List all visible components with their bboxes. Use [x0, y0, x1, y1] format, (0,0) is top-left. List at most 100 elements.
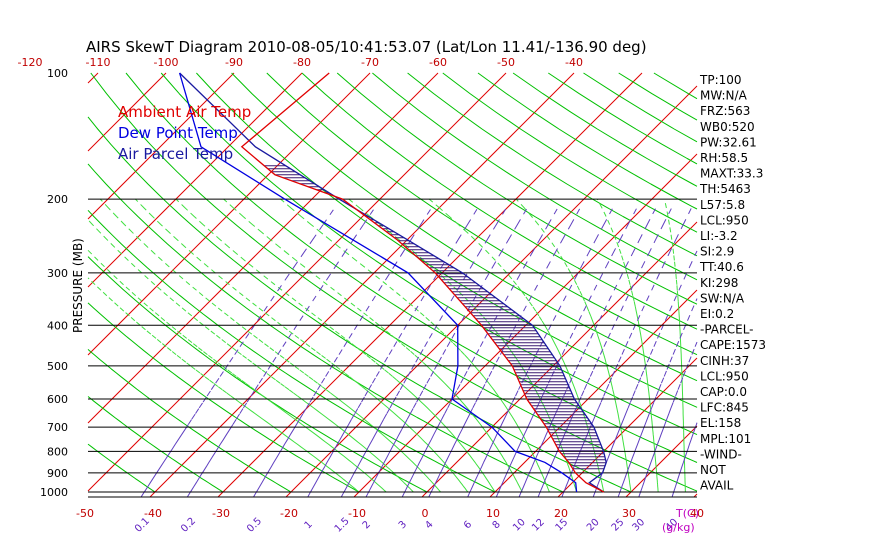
moist-adiabat-line [664, 198, 686, 493]
dry-adiabat-line [87, 209, 496, 493]
stat-line: TH:5463 [699, 182, 751, 196]
mixing-ratio-label: 10 [511, 517, 528, 534]
pressure-tick-label: 300 [47, 267, 68, 280]
pressure-tick-label: 900 [47, 467, 68, 480]
dry-adiabat-line [442, 72, 698, 233]
dry-adiabat-line [87, 396, 224, 493]
dry-adiabat-line [301, 72, 698, 330]
mixing-ratio-label: 1 [303, 519, 315, 531]
dry-adiabat-line [548, 72, 698, 165]
pressure-tick-label: 200 [47, 193, 68, 206]
chart-title: AIRS SkewT Diagram 2010-08-05/10:41:53.0… [86, 38, 647, 56]
moist-adiabat-line [135, 198, 469, 493]
bottom-tick-label: -20 [280, 507, 298, 520]
bottom-tick-label: -50 [76, 507, 94, 520]
dry-adiabat-line [618, 72, 698, 121]
parcel-temp-line [179, 72, 607, 493]
bottom-tick-label: 0 [422, 507, 429, 520]
bottom-tick-label: 30 [622, 507, 636, 520]
y-axis-label: PRESSURE (MB) [71, 238, 85, 333]
isotherm-line [625, 425, 698, 498]
bottom-tick-label: -40 [144, 507, 162, 520]
dry-adiabat-line [336, 72, 698, 305]
isotherm-line [87, 72, 99, 84]
isotherm-line [489, 289, 698, 498]
top-tick-label: -80 [293, 56, 311, 69]
moist-adiabat-line [99, 198, 441, 493]
mixing-ratio-label: 3 [397, 519, 409, 531]
bottom-tick-label: -30 [212, 507, 230, 520]
legend-dewpoint: Dew Point Temp [118, 124, 238, 142]
isotherm-line [87, 72, 167, 152]
top-tick-label: -110 [86, 56, 111, 69]
isotherm-line [87, 72, 235, 220]
stat-line: EL:158 [700, 416, 741, 430]
legend: Ambient Air Temp Dew Point Temp Air Parc… [118, 103, 251, 163]
stat-line: TT:40.6 [699, 260, 744, 274]
moist-adiabat-line [87, 277, 360, 493]
stat-line: SW:N/A [700, 291, 745, 305]
mixing-ratio-label: 6 [462, 519, 474, 531]
ambient-temp-line [240, 72, 605, 493]
top-tick-label: -100 [154, 56, 179, 69]
stat-line: LI:-3.2 [700, 229, 738, 243]
pressure-tick-label: 800 [47, 445, 68, 458]
bottom-tick-label: -10 [348, 507, 366, 520]
dry-adiabat-line [87, 302, 360, 493]
dry-adiabat-line [477, 72, 698, 210]
isotherm-line [87, 72, 303, 288]
stat-line: RH:58.5 [700, 151, 748, 165]
mixing-ratio-line [307, 207, 479, 498]
dry-adiabat-line [653, 72, 698, 100]
isotherm-line [285, 85, 698, 498]
dry-adiabat-line [407, 72, 698, 257]
mixing-ratio-line [140, 207, 336, 498]
top-tick-label: -90 [225, 56, 243, 69]
cape-hatching [264, 165, 607, 470]
bottom-unit-label: T(C) [675, 507, 699, 520]
pressure-tick-label: 100 [47, 67, 68, 80]
moist-adiabat-line [87, 219, 414, 493]
mixing-ratio-label: 2 [361, 519, 373, 531]
pressure-ticks: 100 200 300 400 500 600 700 800 900 1000 [40, 67, 68, 499]
dry-adiabat-line [87, 349, 292, 493]
profile-lines [178, 72, 607, 493]
stat-line: FRZ:563 [700, 104, 750, 118]
moist-adiabat-line [87, 249, 387, 493]
mixing-ratio-label: 12 [530, 517, 547, 534]
isotherm-line [217, 72, 643, 498]
top-tick-label: -50 [497, 56, 515, 69]
top-tick-label: -70 [361, 56, 379, 69]
stat-line: MPL:101 [700, 432, 751, 446]
top-tick-label: -60 [429, 56, 447, 69]
stat-line: NOT [700, 463, 726, 477]
stat-line: CINH:37 [700, 354, 749, 368]
top-tick-label: -120 [18, 56, 43, 69]
stat-line: KI:298 [700, 276, 738, 290]
isotherm-line [87, 72, 507, 492]
dry-adiabat-line [372, 72, 698, 281]
legend-ambient: Ambient Air Temp [118, 103, 251, 121]
bottom-tick-label: 40 [690, 507, 704, 520]
stat-line: LFC:845 [700, 401, 749, 415]
dry-adiabat-line [231, 72, 698, 382]
bottom-tick-label: 10 [486, 507, 500, 520]
mixing-ratio-line [186, 207, 376, 498]
dry-adiabat-line [583, 72, 698, 143]
mixing-ratio-label: 0.2 [179, 516, 198, 535]
moist-adiabat-line [515, 198, 632, 493]
mixing-ratio-label: 4 [423, 519, 435, 531]
dewpoint-line [178, 72, 578, 493]
stat-line: MAXT:33.3 [700, 167, 763, 181]
isobar-lines [88, 198, 697, 498]
stat-line: L57:5.8 [700, 198, 745, 212]
isotherm-line [87, 72, 439, 424]
stat-line: LCL:950 [700, 369, 749, 383]
mixing-ratio-label: 20 [585, 517, 602, 534]
pressure-tick-label: 700 [47, 421, 68, 434]
mixing-ratio-label: 0.5 [245, 516, 264, 535]
stat-line: -PARCEL- [700, 323, 754, 337]
pressure-tick-label: 600 [47, 393, 68, 406]
stat-line: TP:100 [699, 73, 742, 87]
